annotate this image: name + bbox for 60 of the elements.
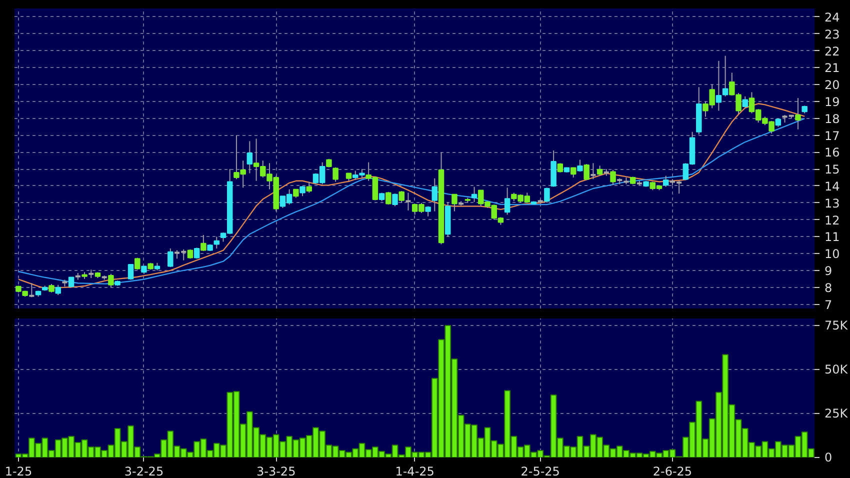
candlestick bbox=[432, 178, 438, 212]
y-tick-label: 11 bbox=[824, 230, 840, 244]
y-tick-label: 0 bbox=[824, 450, 832, 464]
candlestick bbox=[662, 175, 669, 188]
y-tick-label: 23 bbox=[824, 27, 840, 42]
candlestick bbox=[392, 193, 398, 207]
y-tick-label: 21 bbox=[824, 61, 840, 76]
y-tick-label: 19 bbox=[824, 94, 840, 109]
candlestick bbox=[570, 166, 576, 178]
candlestick bbox=[386, 191, 392, 206]
candlestick bbox=[306, 181, 312, 194]
x-tick-label: 3-2-25 bbox=[124, 464, 164, 478]
y-tick-label: 25K bbox=[824, 406, 849, 421]
candlestick bbox=[795, 98, 801, 130]
y-tick-label: 12 bbox=[824, 213, 840, 228]
y-tick-label: 22 bbox=[824, 44, 840, 58]
y-tick-label: 8 bbox=[824, 280, 832, 295]
candlestick bbox=[398, 190, 404, 204]
y-tick-label: 17 bbox=[824, 128, 840, 143]
candlestick bbox=[610, 169, 616, 186]
candlestick bbox=[722, 55, 728, 97]
x-tick-label: 2-6-25 bbox=[652, 464, 692, 478]
candlestick bbox=[584, 163, 590, 181]
candlestick bbox=[28, 282, 36, 298]
candlestick bbox=[246, 140, 253, 174]
y-tick-label: 75K bbox=[824, 318, 849, 333]
y-tick-label: 18 bbox=[824, 112, 840, 126]
candlestick bbox=[596, 165, 603, 176]
candlestick bbox=[108, 273, 114, 288]
y-tick-label: 50K bbox=[824, 362, 849, 377]
candlestick bbox=[404, 192, 412, 211]
candlestick bbox=[742, 96, 748, 109]
y-tick-label: 7 bbox=[824, 298, 832, 312]
candlestick bbox=[471, 186, 478, 203]
y-tick-label: 10 bbox=[824, 247, 840, 262]
candlestick bbox=[55, 284, 61, 296]
candlestick bbox=[68, 276, 74, 288]
y-tick-label: 24 bbox=[824, 10, 840, 24]
y-tick-label: 9 bbox=[824, 264, 832, 278]
candlestick bbox=[200, 234, 206, 252]
candlestick bbox=[332, 166, 338, 182]
candlestick bbox=[425, 206, 431, 217]
candlestick bbox=[452, 194, 458, 212]
candlestick bbox=[557, 162, 564, 173]
y-tick-label: 16 bbox=[824, 146, 840, 160]
candlestick bbox=[300, 185, 306, 197]
candlestick bbox=[504, 187, 510, 216]
x-tick-label: 2-5-25 bbox=[520, 464, 560, 478]
candlestick bbox=[716, 60, 722, 112]
y-tick-label: 14 bbox=[824, 179, 840, 194]
x-tick-label: 3-3-25 bbox=[256, 464, 296, 478]
candlestick bbox=[168, 248, 174, 268]
candlestick bbox=[544, 187, 550, 204]
y-tick-label: 20 bbox=[824, 78, 840, 92]
candlestick bbox=[128, 264, 134, 280]
x-tick-label: 1-4-25 bbox=[395, 464, 434, 478]
y-tick-label: 13 bbox=[824, 196, 840, 210]
candlestick bbox=[590, 162, 597, 180]
x-tick-label: 1-25 bbox=[4, 464, 32, 478]
y-tick-label: 15 bbox=[824, 162, 840, 177]
